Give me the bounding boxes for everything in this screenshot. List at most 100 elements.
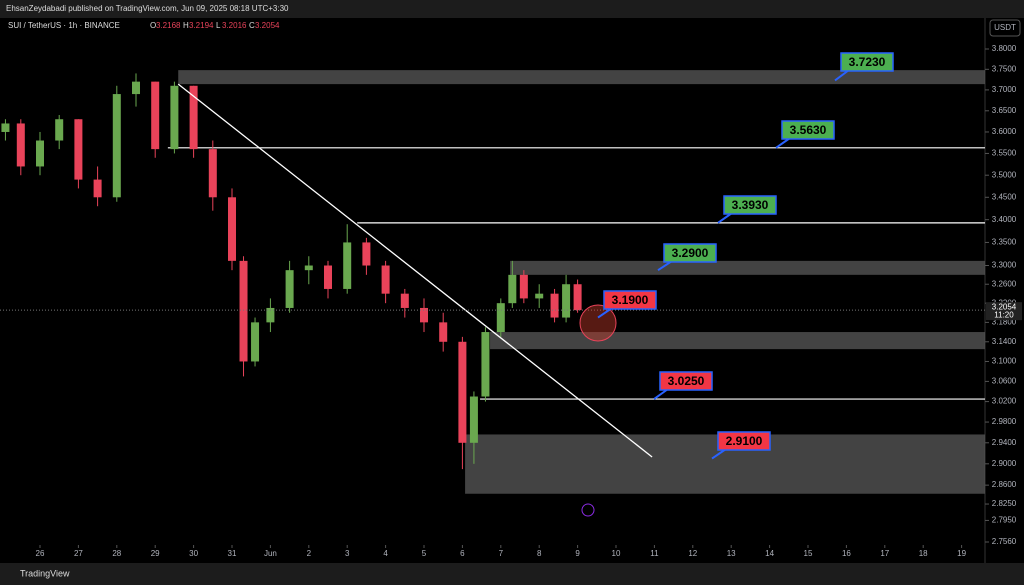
x-tick-label: 18	[919, 549, 928, 558]
y-tick-label: 2.7560	[992, 537, 1017, 546]
x-tick-label: 13	[727, 549, 736, 558]
header-bar	[0, 0, 1024, 18]
candle-body	[439, 322, 448, 342]
level-label: 2.9100	[726, 434, 763, 448]
x-tick-label: 27	[74, 549, 83, 558]
x-tick-label: 26	[36, 549, 45, 558]
footer: TradingView	[20, 568, 70, 578]
zone	[510, 260, 985, 275]
x-tick-label: 15	[804, 549, 813, 558]
candle-body	[420, 307, 429, 323]
footer-bar	[0, 563, 1024, 585]
y-tick-label: 3.4000	[992, 215, 1017, 224]
candle-body	[562, 284, 571, 318]
label-box	[663, 243, 717, 263]
y-tick-label: 3.5500	[992, 149, 1017, 158]
candle-body	[208, 149, 217, 198]
candle-body	[519, 274, 528, 299]
x-tick-label: 14	[765, 549, 774, 558]
x-tick-label: 11	[650, 549, 659, 558]
last-price-box	[986, 302, 1022, 321]
candle-body	[481, 332, 490, 397]
x-tick-label: 16	[842, 549, 851, 558]
candle-body	[55, 119, 64, 141]
x-tick-label: 19	[957, 549, 966, 558]
label-box	[659, 371, 713, 391]
label-box	[781, 120, 835, 140]
ohlc-value: 3.2054	[255, 21, 280, 30]
y-tick-label: 3.3000	[992, 261, 1017, 270]
candle-body	[170, 85, 179, 150]
x-tick-label: 10	[612, 549, 621, 558]
level-label: 3.0250	[668, 374, 705, 388]
zone	[490, 332, 985, 350]
countdown: 11:20	[994, 310, 1014, 319]
y-tick-label: 3.0200	[992, 397, 1017, 406]
ohlc-key: H	[183, 21, 189, 30]
ohlc-key: C	[249, 21, 255, 30]
candle-body	[469, 396, 478, 443]
candle-body	[36, 140, 45, 167]
x-tick-label: 7	[499, 549, 504, 558]
y-tick-label: 3.6500	[992, 106, 1017, 115]
y-tick-label: 3.7500	[992, 64, 1017, 73]
level-label: 3.3930	[732, 198, 769, 212]
y-tick-label: 3.2600	[992, 279, 1017, 288]
candle-body	[381, 265, 390, 294]
label-box	[840, 52, 894, 72]
candle-body	[573, 284, 582, 311]
x-tick-label: 29	[151, 549, 160, 558]
y-tick-label: 3.5000	[992, 170, 1017, 179]
event-icon	[581, 503, 595, 517]
plot	[0, 70, 986, 494]
candle-body	[400, 293, 409, 308]
candle-body	[362, 242, 371, 266]
last-price: 3.2054	[992, 302, 1017, 311]
label-box	[723, 195, 777, 215]
target-circle	[579, 304, 617, 342]
y-tick-label: 3.3500	[992, 238, 1017, 247]
y-tick-label: 2.8600	[992, 480, 1017, 489]
candle-body	[239, 260, 248, 362]
x-tick-label: 31	[228, 549, 237, 558]
ohlc-key: O	[150, 21, 156, 30]
publisher: EhsanZeydabadi published on TradingView.…	[6, 4, 289, 13]
x-tick-label: 3	[345, 549, 350, 558]
level-label: 3.2900	[672, 246, 709, 260]
candle-body	[304, 265, 313, 271]
candle-body	[324, 265, 333, 289]
y-tick-label: 2.8250	[992, 499, 1017, 508]
ohlc-key: L	[216, 21, 221, 30]
label-box	[717, 431, 771, 451]
y-tick-label: 2.9400	[992, 438, 1017, 447]
currency: USDT	[994, 23, 1016, 32]
candle-body	[74, 119, 83, 180]
level-label: 3.5630	[790, 123, 827, 137]
x-tick-label: 12	[688, 549, 697, 558]
y-tick-label: 2.9000	[992, 459, 1017, 468]
x-tick-label: 17	[880, 549, 889, 558]
x-tick-label: 2	[307, 549, 312, 558]
candle-body	[285, 270, 294, 308]
label-box	[603, 290, 657, 310]
x-tick-label: 5	[422, 549, 427, 558]
y-tick-label: 3.7000	[992, 85, 1017, 94]
candle-body	[343, 242, 352, 289]
ohlc-value: 3.2168	[156, 21, 181, 30]
level-label: 3.1900	[612, 293, 649, 307]
y-tick-label: 3.1000	[992, 357, 1017, 366]
candle-body	[112, 94, 121, 198]
x-tick-label: 4	[383, 549, 388, 558]
x-tick-label: 8	[537, 549, 542, 558]
symbol: SUI / TetherUS · 1h · BINANCE	[8, 21, 120, 30]
trendline	[177, 83, 653, 458]
candle-body	[1, 123, 10, 132]
candle-body	[535, 293, 544, 299]
candle-body	[550, 293, 559, 318]
y-tick-label: 2.9800	[992, 417, 1017, 426]
candle-body	[251, 322, 260, 362]
ohlc-value: 3.2016	[222, 21, 247, 30]
y-tick-label: 3.4500	[992, 192, 1017, 201]
candle-body	[458, 341, 467, 443]
